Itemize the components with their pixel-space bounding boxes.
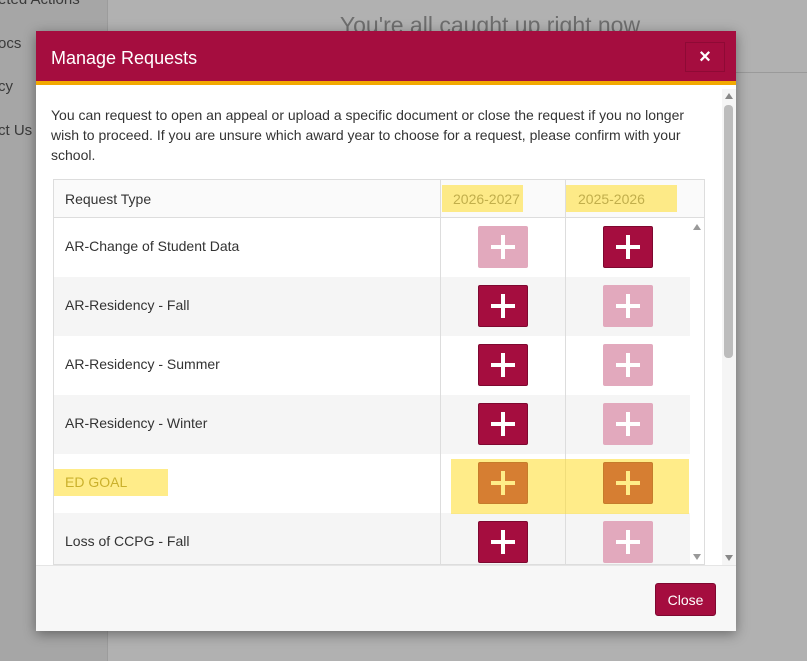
- modal: Manage Requests × You can request to ope…: [36, 31, 736, 631]
- table-scrollbar[interactable]: [690, 218, 704, 564]
- add-request-button: [603, 344, 653, 386]
- request-type: AR-Residency - Winter: [65, 415, 208, 431]
- request-type: AR-Residency - Summer: [65, 356, 220, 372]
- scroll-thumb[interactable]: [724, 105, 733, 358]
- highlight: [451, 459, 689, 514]
- sidebar-item[interactable]: ocs: [0, 35, 22, 52]
- sidebar-item[interactable]: cy: [0, 78, 13, 95]
- divider: [736, 72, 807, 73]
- add-request-button[interactable]: [603, 226, 653, 268]
- add-request-button[interactable]: [478, 403, 528, 445]
- scroll-down[interactable]: [693, 554, 701, 560]
- highlight: [442, 185, 523, 212]
- scroll-up[interactable]: [725, 93, 733, 99]
- sidebar-item[interactable]: ct Us: [0, 122, 33, 139]
- request-type: AR-Residency - Fall: [65, 297, 190, 313]
- column-divider: [565, 180, 566, 564]
- header-cell: Request Type: [65, 191, 152, 207]
- highlight: [566, 185, 677, 212]
- modal-header: Manage Requests ×: [36, 31, 736, 85]
- highlight: [54, 469, 168, 496]
- table-row: AR-Residency - Summer: [54, 336, 690, 395]
- scroll-up[interactable]: [693, 224, 701, 230]
- column-divider: [440, 180, 441, 564]
- scroll-down[interactable]: [725, 555, 733, 561]
- request-type: AR-Change of Student Data: [65, 238, 240, 254]
- add-request-button: [603, 403, 653, 445]
- modal-title: Manage Requests: [51, 48, 198, 68]
- add-request-button: [603, 521, 653, 563]
- table-header: Request Type 2026-2027 2025-2026: [54, 180, 704, 218]
- close-button[interactable]: Close: [655, 583, 716, 616]
- table-row: AR-Residency - Fall: [54, 277, 690, 336]
- table-row: AR-Residency - Winter: [54, 395, 690, 454]
- description: You can request to open an appeal or upl…: [51, 107, 685, 163]
- table-row: AR-Change of Student Data: [54, 218, 690, 277]
- add-request-button[interactable]: [478, 344, 528, 386]
- add-request-button[interactable]: [478, 521, 528, 563]
- sidebar-item[interactable]: eted Actions: [0, 0, 80, 8]
- request-table: AR-Change of Student Data AR-Residency - …: [53, 179, 705, 565]
- table-row: Loss of CCPG - Fall: [54, 513, 690, 564]
- add-request-button: [478, 226, 528, 268]
- close-icon-button[interactable]: ×: [685, 42, 725, 72]
- request-type: Loss of CCPG - Fall: [65, 533, 190, 549]
- modal-footer: Close: [36, 565, 736, 631]
- add-request-button: [603, 285, 653, 327]
- add-request-button[interactable]: [478, 285, 528, 327]
